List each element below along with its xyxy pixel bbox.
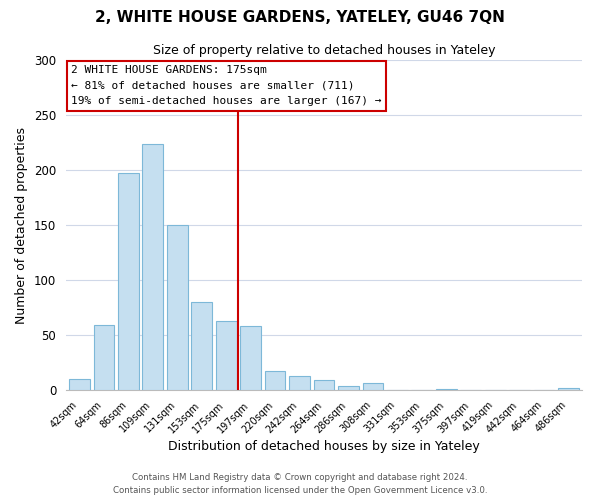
Bar [191, 302, 212, 390]
Bar [142, 144, 163, 390]
Bar [167, 225, 188, 390]
Bar [265, 372, 286, 390]
Bar [436, 389, 457, 390]
Bar [558, 388, 579, 390]
Bar [362, 384, 383, 390]
Bar [240, 326, 261, 390]
Text: 2, WHITE HOUSE GARDENS, YATELEY, GU46 7QN: 2, WHITE HOUSE GARDENS, YATELEY, GU46 7Q… [95, 10, 505, 25]
Bar [216, 320, 236, 390]
Bar [289, 376, 310, 390]
Bar [69, 379, 90, 390]
Bar [338, 386, 359, 390]
Bar [118, 174, 139, 390]
Bar [314, 380, 334, 390]
Y-axis label: Number of detached properties: Number of detached properties [16, 126, 28, 324]
Bar [94, 325, 114, 390]
Text: Contains HM Land Registry data © Crown copyright and database right 2024.
Contai: Contains HM Land Registry data © Crown c… [113, 474, 487, 495]
X-axis label: Distribution of detached houses by size in Yateley: Distribution of detached houses by size … [168, 440, 480, 453]
Title: Size of property relative to detached houses in Yateley: Size of property relative to detached ho… [153, 44, 495, 58]
Text: 2 WHITE HOUSE GARDENS: 175sqm
← 81% of detached houses are smaller (711)
19% of : 2 WHITE HOUSE GARDENS: 175sqm ← 81% of d… [71, 65, 382, 106]
